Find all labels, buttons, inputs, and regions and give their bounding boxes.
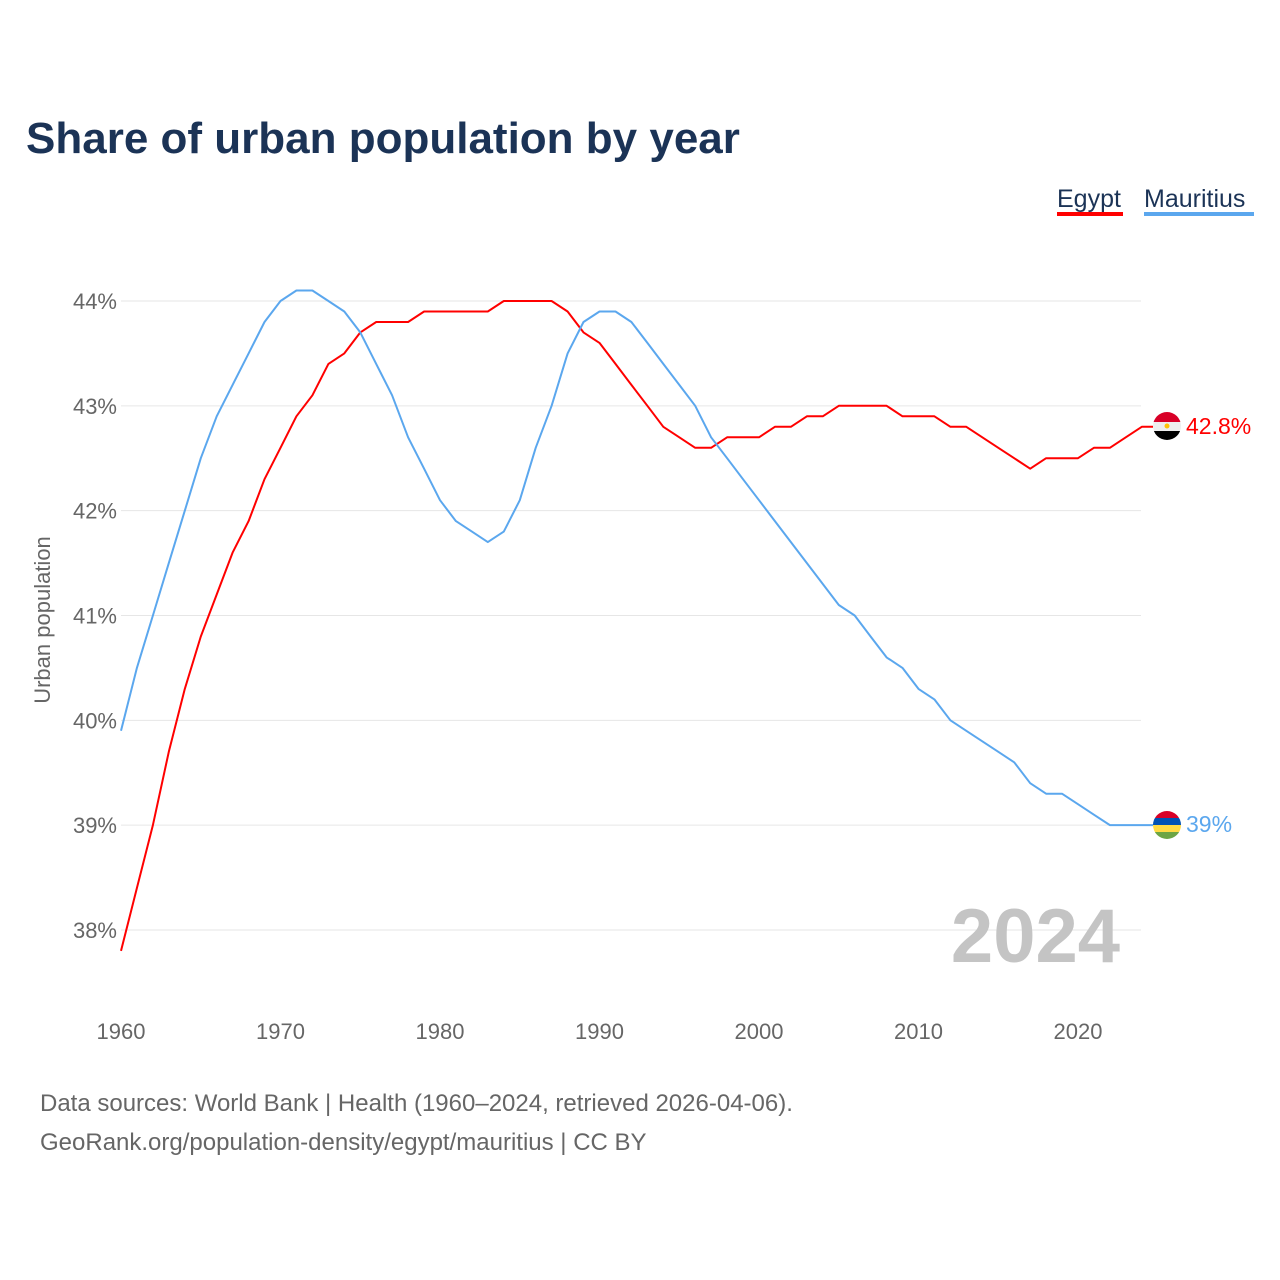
series-line-mauritius	[120, 289, 1153, 827]
y-tick-label: 43%	[73, 394, 117, 419]
source-link[interactable]: GeoRank.org/population-density/egypt/mau…	[40, 1129, 647, 1156]
legend-label-egypt: Egypt	[1057, 185, 1121, 213]
legend-swatch-egypt	[1057, 212, 1123, 216]
end-label-mauritius: 39%	[1186, 811, 1232, 837]
y-tick-label: 38%	[73, 918, 117, 943]
end-label-egypt: 42.8%	[1186, 413, 1251, 439]
y-tick-label: 41%	[73, 603, 117, 628]
flag-mauritius-icon	[1153, 811, 1181, 839]
source-note: Data sources: World Bank | Health (1960–…	[40, 1090, 793, 1117]
x-tick-label: 2020	[1054, 1019, 1103, 1044]
x-tick-label: 2000	[735, 1019, 784, 1044]
y-tick-label: 40%	[73, 708, 117, 733]
chart-title: Share of urban population by year	[26, 114, 740, 163]
legend: Egypt Mauritius	[1057, 185, 1254, 216]
legend-swatch-mauritius	[1144, 212, 1254, 216]
y-tick-label: 44%	[73, 289, 117, 314]
y-tick-label: 42%	[73, 499, 117, 524]
x-tick-label: 1970	[256, 1019, 305, 1044]
flag-egypt-icon	[1153, 412, 1181, 440]
year-watermark: 2024	[951, 894, 1120, 979]
legend-item-mauritius[interactable]: Mauritius	[1144, 185, 1254, 216]
y-tick-label: 39%	[73, 813, 117, 838]
legend-label-mauritius: Mauritius	[1144, 185, 1245, 213]
series-line-egypt	[120, 300, 1153, 952]
x-tick-label: 1990	[575, 1019, 624, 1044]
legend-item-egypt[interactable]: Egypt	[1057, 185, 1123, 216]
x-tick-label: 1980	[416, 1019, 465, 1044]
x-tick-label: 1960	[97, 1019, 146, 1044]
y-axis-label: Urban population	[30, 536, 55, 704]
x-tick-label: 2010	[894, 1019, 943, 1044]
